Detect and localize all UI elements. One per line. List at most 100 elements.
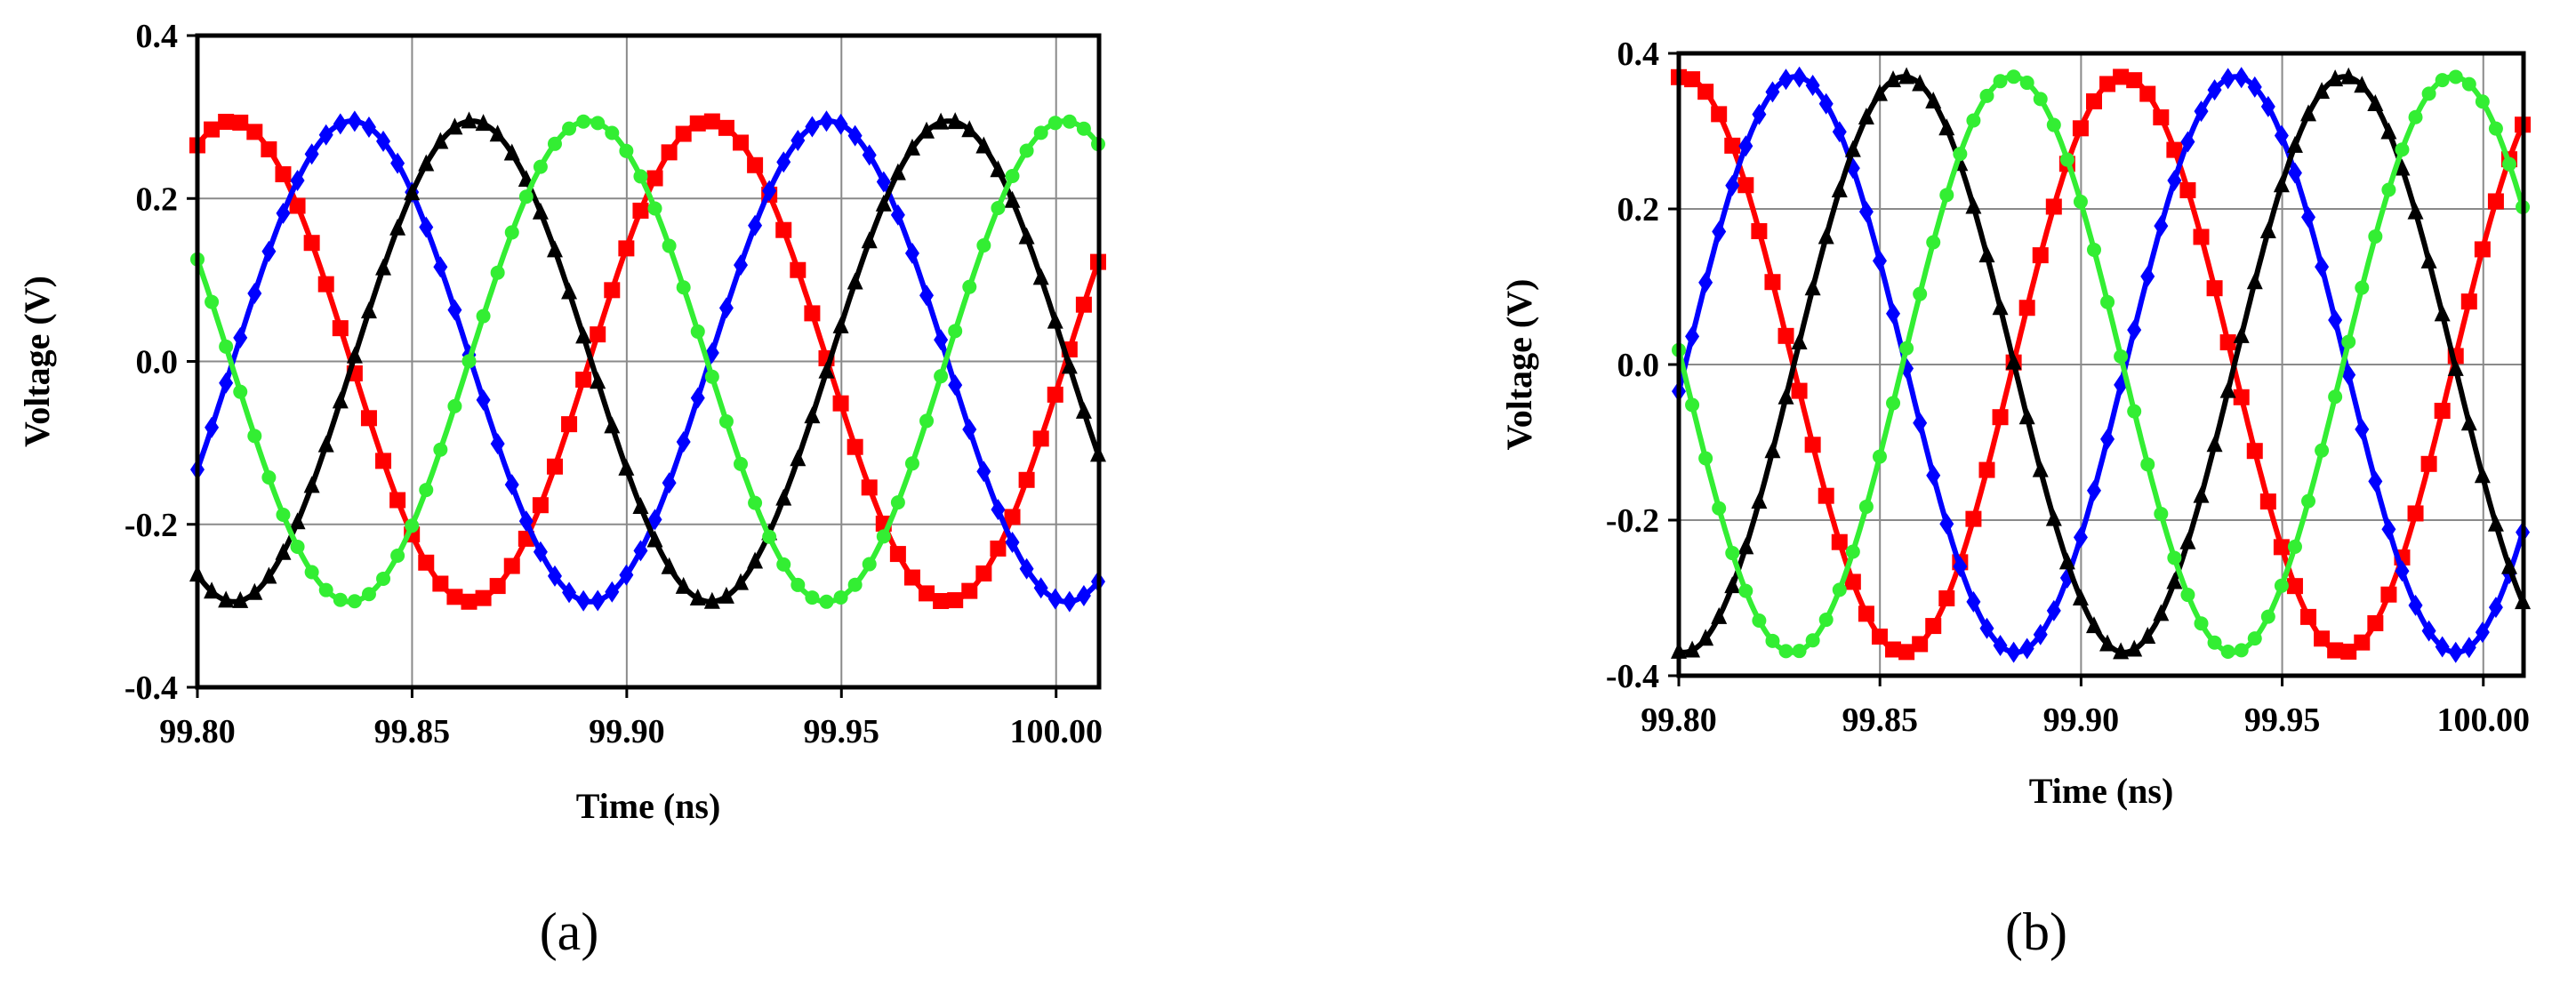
- data-point: [975, 565, 992, 582]
- data-point: [317, 276, 334, 293]
- data-point: [2301, 493, 2316, 509]
- x-axis-title: Time (ns): [576, 786, 721, 826]
- series-0: [1671, 68, 2532, 661]
- data-point: [562, 581, 577, 604]
- data-point: [275, 166, 292, 183]
- y-tick-label: 0.4: [1617, 36, 1660, 73]
- data-point: [847, 577, 863, 592]
- y-tick-label: -0.4: [124, 669, 178, 707]
- data-point: [2219, 381, 2236, 398]
- data-point: [605, 125, 620, 140]
- data-point: [1738, 135, 1753, 157]
- data-point: [1018, 227, 1035, 244]
- data-point: [2126, 639, 2143, 657]
- data-point: [1912, 636, 1929, 653]
- data-point: [748, 495, 763, 510]
- data-point: [904, 242, 919, 264]
- data-point: [647, 201, 662, 216]
- data-point: [2474, 241, 2491, 258]
- data-point: [790, 261, 807, 278]
- data-point: [2154, 215, 2169, 237]
- data-point: [2381, 182, 2396, 197]
- data-point: [1858, 605, 1874, 622]
- data-point: [2127, 404, 2142, 419]
- data-point: [1912, 74, 1929, 92]
- data-point: [876, 529, 891, 544]
- data-point: [2448, 69, 2463, 84]
- data-point: [347, 594, 362, 609]
- data-point: [805, 116, 820, 138]
- data-point: [246, 582, 263, 600]
- data-point: [1061, 357, 1078, 374]
- data-point: [790, 129, 806, 151]
- data-point: [389, 492, 406, 509]
- data-point: [1818, 92, 1834, 115]
- data-point: [991, 200, 1006, 215]
- data-point: [1019, 143, 1034, 158]
- data-point: [590, 372, 606, 389]
- data-point: [2314, 630, 2331, 647]
- data-point: [1711, 106, 1728, 123]
- chart-panel-b: 99.80 99.85 99.90 99.95 100.00 0.4 0.2 0.0 -0.2 -…: [1499, 36, 2532, 961]
- data-point: [2447, 358, 2464, 376]
- data-point: [404, 183, 421, 201]
- data-point: [1978, 461, 1995, 478]
- data-point: [604, 282, 621, 299]
- data-point: [2045, 509, 2062, 526]
- data-point: [1871, 84, 1888, 101]
- data-point: [490, 433, 505, 455]
- data-point: [2487, 193, 2504, 210]
- data-point: [2368, 228, 2383, 244]
- data-point: [518, 189, 534, 204]
- data-point: [2355, 280, 2370, 295]
- data-point: [2488, 121, 2503, 136]
- data-point: [1992, 409, 2009, 426]
- data-point: [361, 116, 376, 138]
- data-point: [376, 130, 391, 152]
- data-point: [1047, 386, 1063, 403]
- data-point: [590, 326, 606, 343]
- y-tick-label: 0.0: [1617, 347, 1660, 384]
- data-point: [975, 136, 992, 154]
- data-point: [1019, 557, 1034, 580]
- data-point: [2194, 616, 2209, 631]
- data-point: [1886, 302, 1901, 325]
- data-point: [976, 238, 991, 253]
- data-point: [804, 305, 821, 322]
- data-point: [376, 571, 391, 586]
- data-point: [1062, 114, 1077, 129]
- data-point: [748, 214, 763, 236]
- data-point: [360, 410, 377, 427]
- data-point: [2380, 122, 2397, 140]
- data-point: [1832, 582, 1847, 597]
- series-3: [190, 114, 1105, 609]
- data-point: [1752, 613, 1767, 628]
- data-point: [718, 119, 734, 136]
- data-point: [1698, 451, 1713, 466]
- data-point: [1697, 84, 1714, 100]
- data-point: [1751, 492, 1768, 509]
- y-tick-label: 0.0: [136, 344, 179, 381]
- data-point: [219, 372, 234, 394]
- data-point: [2153, 604, 2170, 621]
- data-point: [1966, 590, 1981, 613]
- data-point: [2315, 256, 2330, 278]
- data-point: [290, 539, 305, 554]
- data-point: [1778, 387, 1794, 405]
- panel-caption: (a): [540, 902, 599, 961]
- data-point: [503, 557, 520, 574]
- data-point: [1075, 296, 1092, 313]
- data-point: [1076, 121, 1091, 136]
- data-point: [2301, 206, 2316, 228]
- data-point: [676, 280, 691, 295]
- data-point: [1886, 396, 1901, 411]
- data-point: [2448, 641, 2463, 663]
- data-point: [1062, 590, 1077, 613]
- data-point: [2247, 76, 2262, 98]
- data-point: [1791, 333, 1808, 350]
- data-point: [903, 138, 920, 156]
- data-point: [2033, 92, 2048, 107]
- data-point: [919, 285, 935, 307]
- data-point: [1899, 341, 1914, 356]
- series-line: [1678, 74, 2526, 655]
